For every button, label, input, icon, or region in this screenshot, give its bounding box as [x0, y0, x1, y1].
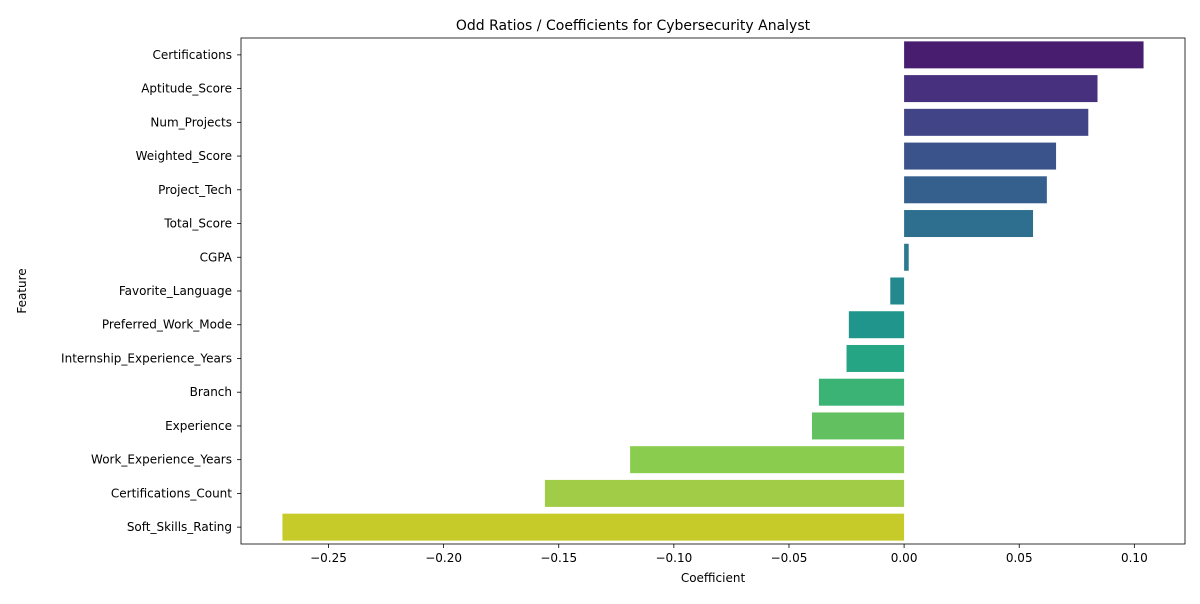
- y-axis-ticks: Certifications Aptitude_Score Num_Projects…: [61, 48, 241, 534]
- y-tick-label: Branch: [190, 385, 232, 399]
- bar-preferred-work-mode: [848, 311, 905, 339]
- bar-favorite-language: [890, 277, 905, 305]
- x-tick-label: −0.20: [425, 551, 462, 565]
- y-tick-label: Internship_Experience_Years: [61, 351, 232, 365]
- bar-work-experience-years: [630, 446, 905, 474]
- bar-aptitude-score: [904, 75, 1098, 103]
- plot-frame: [240, 37, 1186, 545]
- bar-certifications: [904, 41, 1144, 69]
- y-tick-label: Certifications_Count: [111, 486, 232, 500]
- x-tick-label: −0.10: [655, 551, 692, 565]
- y-tick-label: Project_Tech: [158, 183, 232, 197]
- bar-soft-skills-rating: [282, 513, 905, 541]
- bar-cgpa: [904, 243, 909, 271]
- bar-branch: [818, 378, 905, 406]
- bar-certifications-count: [544, 479, 905, 507]
- y-tick-label: Aptitude_Score: [141, 82, 232, 96]
- y-tick-label: CGPA: [200, 250, 233, 264]
- x-tick-label: 0.05: [1006, 551, 1033, 565]
- y-tick-label: Certifications: [153, 48, 232, 62]
- x-tick-label: 0.10: [1121, 551, 1148, 565]
- bar-num-projects: [904, 108, 1089, 136]
- x-tick-label: −0.15: [540, 551, 577, 565]
- chart-title: Odd Ratios / Coefficients for Cybersecur…: [456, 18, 811, 34]
- y-tick-label: Num_Projects: [150, 115, 232, 129]
- x-tick-label: 0.00: [891, 551, 918, 565]
- y-tick-label: Total_Score: [163, 217, 232, 231]
- x-axis-ticks: −0.25 −0.20 −0.15 −0.10 −0.05 0.00 0.05 0.10: [310, 544, 1148, 565]
- bars-group: [282, 41, 1144, 541]
- x-axis-label: Coefficient: [681, 571, 746, 585]
- bar-internship-experience-years: [846, 344, 905, 372]
- x-tick-label: −0.05: [771, 551, 808, 565]
- y-tick-label: Weighted_Score: [136, 149, 232, 163]
- y-tick-label: Preferred_Work_Mode: [102, 318, 232, 332]
- y-tick-label: Experience: [165, 419, 232, 433]
- bar-experience: [812, 412, 905, 440]
- y-tick-label: Work_Experience_Years: [91, 453, 232, 467]
- y-tick-label: Favorite_Language: [119, 284, 232, 298]
- bar-total-score: [904, 210, 1034, 238]
- bar-weighted-score: [904, 142, 1057, 170]
- bar-project-tech: [904, 176, 1047, 204]
- x-tick-label: −0.25: [310, 551, 347, 565]
- y-axis-label: Feature: [15, 268, 29, 313]
- y-tick-label: Soft_Skills_Rating: [127, 520, 232, 534]
